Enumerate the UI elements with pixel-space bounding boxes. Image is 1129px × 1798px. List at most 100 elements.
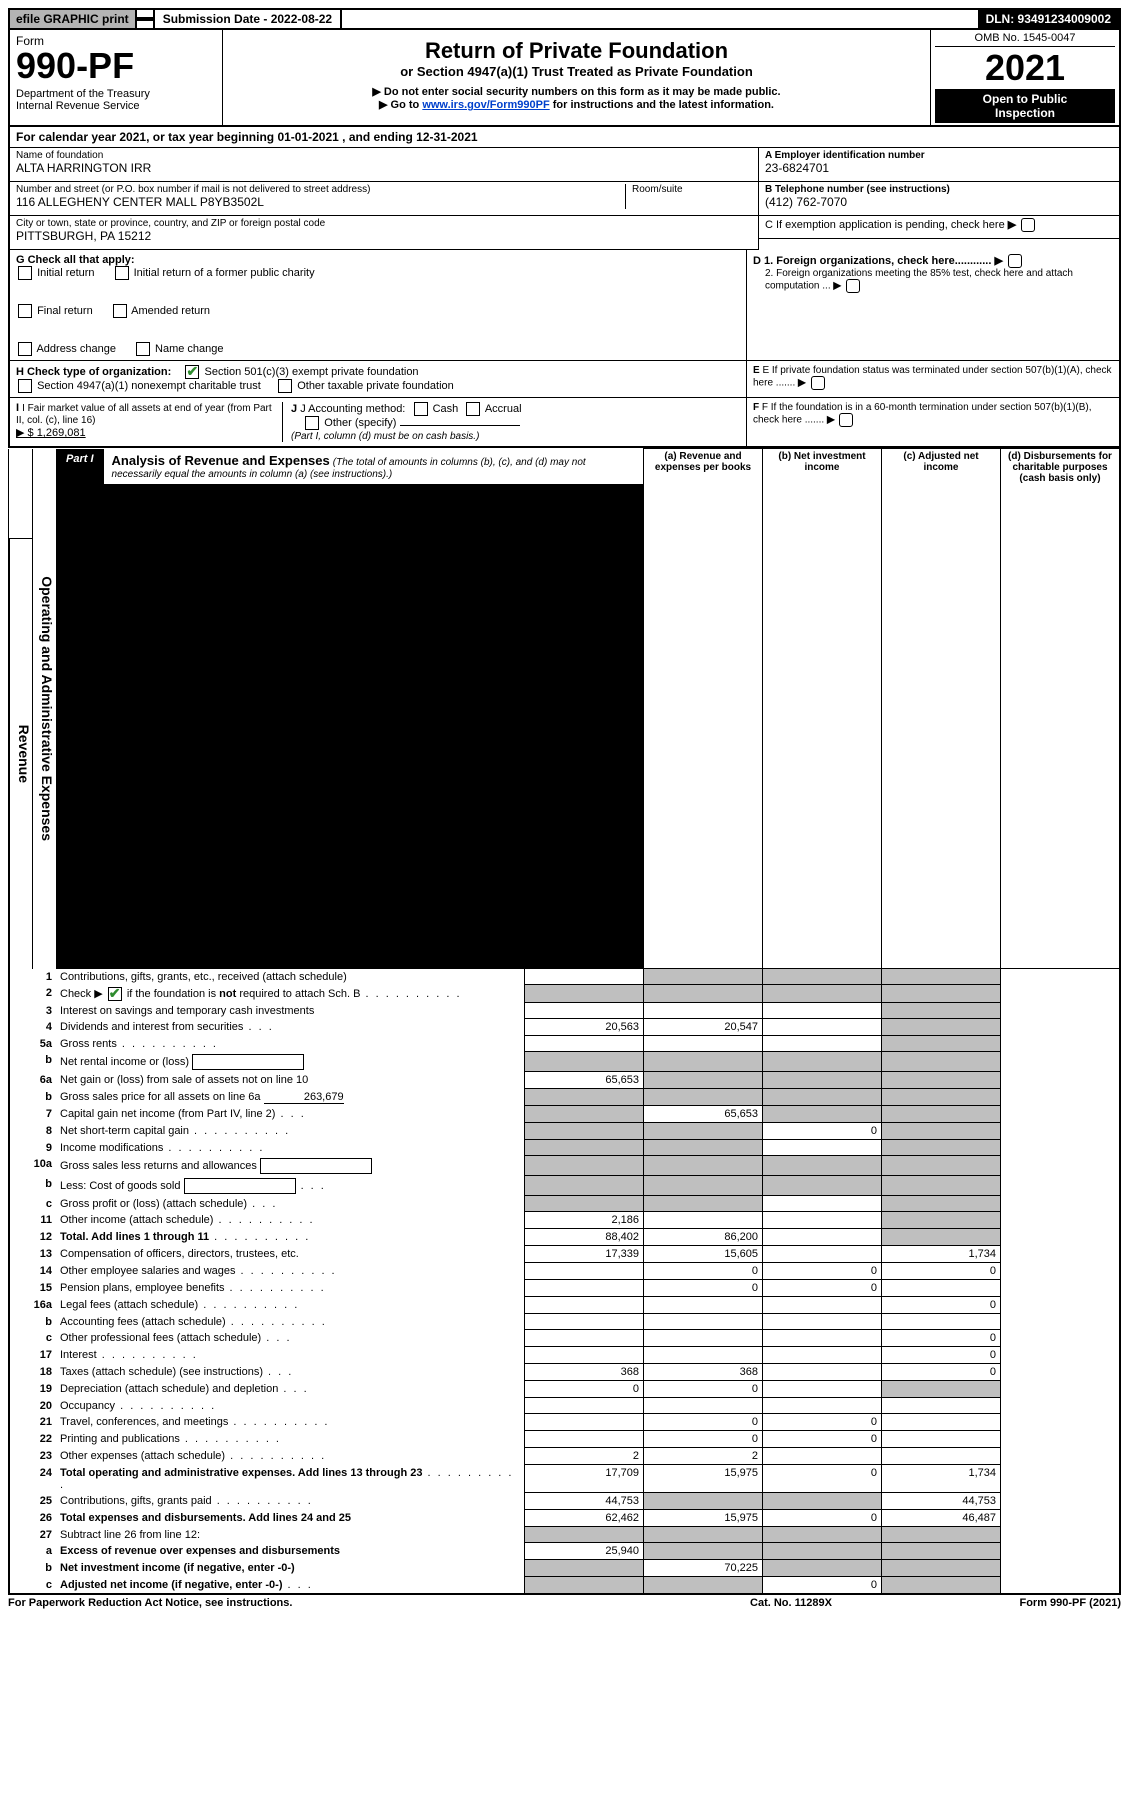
table-row: 23Other expenses (attach schedule)22 <box>9 1448 1120 1465</box>
omb-number: OMB No. 1545-0047 <box>935 32 1115 47</box>
value-cell <box>882 1381 1001 1398</box>
row-number: 26 <box>9 1510 56 1527</box>
value-cell <box>644 1072 763 1089</box>
exemption-label: C If exemption application is pending, c… <box>765 219 1005 231</box>
value-cell: 15,975 <box>644 1510 763 1527</box>
value-cell <box>882 1431 1001 1448</box>
value-cell <box>763 1560 882 1577</box>
footer-year: 2021 <box>1093 1597 1117 1609</box>
footer-form-num: 990-PF <box>1050 1597 1086 1609</box>
chk-d1[interactable] <box>1008 254 1022 268</box>
value-cell <box>525 1414 644 1431</box>
table-row: 26Total expenses and disbursements. Add … <box>9 1510 1120 1527</box>
value-cell: 62,462 <box>525 1510 644 1527</box>
row-description: Pension plans, employee benefits <box>56 1280 525 1297</box>
chk-d2[interactable] <box>846 279 860 293</box>
table-row: cOther professional fees (attach schedul… <box>9 1330 1120 1347</box>
table-row: bAccounting fees (attach schedule) <box>9 1314 1120 1330</box>
row-description: Interest on savings and temporary cash i… <box>56 1003 525 1019</box>
value-cell <box>525 1398 644 1414</box>
row-description: Accounting fees (attach schedule) <box>56 1314 525 1330</box>
row-description: Income modifications <box>56 1140 525 1156</box>
exemption-pending-cell: C If exemption application is pending, c… <box>759 216 1119 239</box>
chk-cash[interactable] <box>414 402 428 416</box>
table-row: bNet rental income or (loss) <box>9 1052 1120 1072</box>
chk-sch-b[interactable] <box>108 987 122 1001</box>
value-cell: 0 <box>763 1510 882 1527</box>
value-cell <box>882 969 1001 985</box>
value-cell <box>882 1089 1001 1106</box>
row-description: Subtract line 26 from line 12: <box>56 1527 525 1543</box>
opt-other-method: Other (specify) <box>324 417 396 429</box>
row-number: 8 <box>9 1123 56 1140</box>
table-row: 15Pension plans, employee benefits00 <box>9 1280 1120 1297</box>
arrow-icon: ▶ <box>994 255 1002 267</box>
value-cell <box>525 1263 644 1280</box>
arrow-icon: ▶ <box>1008 219 1020 231</box>
form-instructions-link[interactable]: www.irs.gov/Form990PF <box>422 99 549 111</box>
table-row: 13Compensation of officers, directors, t… <box>9 1246 1120 1263</box>
value-cell <box>525 1140 644 1156</box>
value-cell <box>882 1123 1001 1140</box>
value-cell <box>882 1398 1001 1414</box>
form-id-block: Form 990-PF Department of the Treasury I… <box>10 30 223 125</box>
row-number: 7 <box>9 1106 56 1123</box>
f-label: F If the foundation is in a 60-month ter… <box>753 402 1092 426</box>
value-cell: 17,339 <box>525 1246 644 1263</box>
chk-initial-return[interactable] <box>18 266 32 280</box>
value-cell <box>763 1196 882 1212</box>
value-cell <box>525 1431 644 1448</box>
note-1: ▶ Do not enter social security numbers o… <box>229 85 924 98</box>
value-cell <box>763 1072 882 1089</box>
value-cell: 0 <box>763 1431 882 1448</box>
opt-4947: Section 4947(a)(1) nonexempt charitable … <box>37 380 261 392</box>
chk-501c3[interactable] <box>185 365 199 379</box>
row-number: 11 <box>9 1212 56 1229</box>
table-row: 21Travel, conferences, and meetings00 <box>9 1414 1120 1431</box>
col-d-header: (d) Disbursements for charitable purpose… <box>1001 449 1121 969</box>
table-row: 12Total. Add lines 1 through 1188,40286,… <box>9 1229 1120 1246</box>
chk-name-change[interactable] <box>136 342 150 356</box>
chk-4947[interactable] <box>18 379 32 393</box>
chk-accrual[interactable] <box>466 402 480 416</box>
row-description: Contributions, gifts, grants paid <box>56 1493 525 1510</box>
value-cell <box>882 1003 1001 1019</box>
value-cell <box>882 1414 1001 1431</box>
foundation-name-label: Name of foundation <box>16 150 752 161</box>
row-number: 1 <box>9 969 56 985</box>
value-cell <box>763 1364 882 1381</box>
chk-other-taxable[interactable] <box>278 379 292 393</box>
value-cell: 2,186 <box>525 1212 644 1229</box>
chk-address-change[interactable] <box>18 342 32 356</box>
efile-print-label[interactable]: efile GRAPHIC print <box>10 10 137 28</box>
value-cell <box>525 1297 644 1314</box>
chk-e[interactable] <box>811 376 825 390</box>
chk-amended-return[interactable] <box>113 304 127 318</box>
table-row: bGross sales price for all assets on lin… <box>9 1089 1120 1106</box>
table-row: 14Other employee salaries and wages000 <box>9 1263 1120 1280</box>
value-cell <box>763 1003 882 1019</box>
value-cell: 65,653 <box>525 1072 644 1089</box>
exemption-checkbox[interactable] <box>1021 218 1035 232</box>
table-row: cAdjusted net income (if negative, enter… <box>9 1577 1120 1595</box>
value-cell <box>644 1196 763 1212</box>
row-number: 19 <box>9 1381 56 1398</box>
open-public-badge: Open to Public Inspection <box>935 89 1115 123</box>
chk-final-return[interactable] <box>18 304 32 318</box>
chk-initial-former[interactable] <box>115 266 129 280</box>
row-number: 16a <box>9 1297 56 1314</box>
value-cell <box>763 1381 882 1398</box>
part1-tag: Part I <box>56 449 104 484</box>
chk-other-method[interactable] <box>305 416 319 430</box>
value-cell <box>644 1212 763 1229</box>
value-cell <box>763 1347 882 1364</box>
note-2-suffix: for instructions and the latest informat… <box>550 99 774 111</box>
city-label: City or town, state or province, country… <box>16 218 752 229</box>
value-cell <box>763 1140 882 1156</box>
chk-f[interactable] <box>839 413 853 427</box>
value-cell <box>644 1297 763 1314</box>
value-cell: 0 <box>763 1280 882 1297</box>
j-note: (Part I, column (d) must be on cash basi… <box>291 431 479 442</box>
value-cell <box>763 1156 882 1176</box>
value-cell: 0 <box>525 1381 644 1398</box>
